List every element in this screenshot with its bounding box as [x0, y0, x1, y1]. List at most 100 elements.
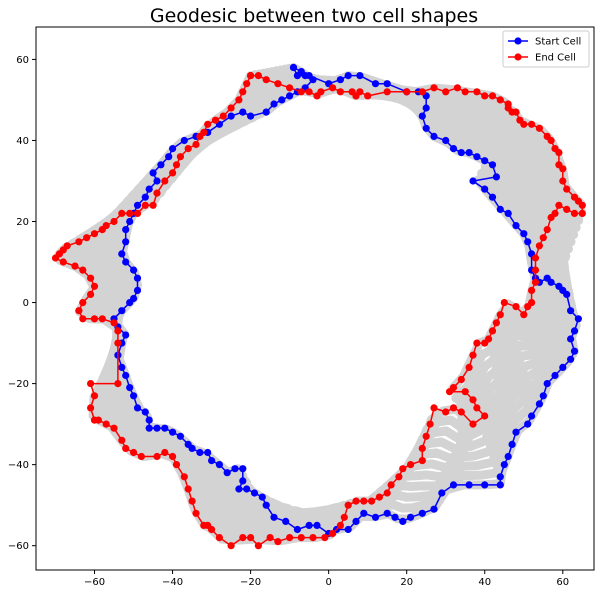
start-cell-marker	[418, 112, 426, 120]
end-cell-marker	[192, 509, 200, 517]
start-cell-marker	[371, 513, 380, 521]
end-cell-marker	[418, 457, 426, 465]
start-cell-marker	[488, 161, 497, 169]
y-tick-label: 40	[16, 136, 29, 147]
end-cell-marker	[110, 319, 118, 327]
end-cell-marker	[481, 412, 489, 420]
end-cell-marker	[563, 185, 571, 193]
end-cell-marker	[200, 128, 208, 136]
end-cell-marker	[149, 201, 157, 209]
end-cell-marker	[90, 416, 99, 424]
end-cell-marker	[399, 465, 407, 473]
start-cell-marker	[145, 185, 153, 193]
start-cell-marker	[559, 363, 567, 371]
start-cell-marker	[438, 489, 446, 497]
end-cell-marker	[130, 448, 138, 457]
start-cell-marker	[563, 290, 571, 298]
end-cell-marker	[169, 169, 177, 177]
end-cell-marker	[286, 84, 294, 92]
start-cell-marker	[239, 108, 247, 116]
end-cell-marker	[457, 375, 465, 384]
start-cell-marker	[305, 521, 313, 530]
end-cell-marker	[469, 420, 477, 428]
start-cell-marker	[371, 80, 380, 88]
end-cell-marker	[286, 534, 294, 542]
end-cell-marker	[200, 521, 208, 530]
start-cell-marker	[344, 525, 352, 534]
end-cell-marker	[375, 493, 383, 501]
end-cell-marker	[219, 112, 227, 120]
end-cell-marker	[110, 217, 118, 226]
end-cell-marker	[563, 205, 571, 213]
start-cell-marker	[524, 238, 532, 246]
end-cell-marker	[184, 145, 192, 153]
end-cell-marker	[492, 319, 500, 327]
start-cell-marker	[570, 327, 579, 335]
start-cell-marker	[122, 238, 130, 246]
end-cell-marker	[274, 538, 282, 546]
end-cell-marker	[528, 120, 536, 128]
y-tick-label: 60	[16, 55, 29, 66]
end-cell-marker	[161, 448, 169, 457]
end-cell-marker	[547, 136, 555, 145]
end-cell-marker	[336, 521, 344, 530]
start-cell-marker	[133, 404, 142, 412]
end-cell-marker	[531, 266, 540, 274]
end-cell-marker	[87, 404, 95, 412]
y-tick-label: 20	[16, 217, 29, 228]
start-cell-marker	[344, 72, 352, 80]
start-cell-marker	[262, 501, 270, 509]
start-cell-marker	[118, 250, 126, 258]
start-cell-marker	[282, 517, 290, 526]
start-cell-marker	[570, 347, 579, 355]
end-cell-marker	[383, 489, 391, 497]
end-cell-marker	[254, 72, 262, 80]
x-tick-label: −20	[240, 577, 261, 588]
end-cell-marker	[531, 254, 540, 262]
end-cell-marker	[469, 396, 477, 404]
end-cell-marker	[211, 116, 220, 124]
start-cell-marker	[161, 424, 169, 432]
end-cell-marker	[512, 303, 520, 311]
end-cell-marker	[172, 461, 181, 469]
end-cell-marker	[559, 165, 567, 173]
end-cell-marker	[570, 209, 579, 217]
end-cell-marker	[407, 461, 415, 469]
y-tick-label: −40	[8, 460, 29, 471]
end-cell-marker	[473, 339, 481, 347]
start-cell-marker	[567, 307, 575, 315]
start-cell-marker	[258, 493, 266, 501]
y-tick-label: −20	[8, 379, 29, 390]
end-cell-marker	[169, 452, 177, 461]
end-cell-marker	[340, 513, 348, 521]
end-cell-marker	[87, 290, 95, 298]
start-cell-marker	[539, 392, 547, 400]
start-cell-marker	[449, 145, 458, 153]
start-cell-marker	[227, 112, 235, 120]
start-cell-marker	[492, 173, 500, 181]
start-cell-marker	[204, 448, 212, 457]
start-cell-marker	[504, 209, 512, 217]
start-cell-marker	[528, 412, 536, 420]
start-cell-marker	[465, 149, 473, 157]
end-cell-marker	[430, 84, 438, 92]
start-cell-marker	[574, 315, 583, 323]
end-cell-marker	[63, 242, 71, 250]
end-cell-marker	[512, 108, 520, 116]
start-cell-marker	[184, 440, 192, 448]
end-cell-marker	[297, 88, 305, 96]
start-cell-marker	[356, 72, 364, 80]
start-cell-marker	[262, 108, 270, 116]
start-cell-marker	[247, 112, 255, 120]
start-cell-marker	[297, 68, 305, 76]
start-cell-marker	[130, 392, 138, 400]
end-cell-marker	[141, 201, 149, 209]
start-cell-marker	[176, 432, 184, 440]
end-cell-marker	[403, 88, 411, 96]
chart-title: Geodesic between two cell shapes	[150, 5, 478, 27]
start-cell-marker	[422, 104, 430, 112]
end-cell-marker	[227, 104, 235, 112]
end-cell-marker	[110, 424, 118, 432]
end-cell-marker	[79, 299, 87, 307]
